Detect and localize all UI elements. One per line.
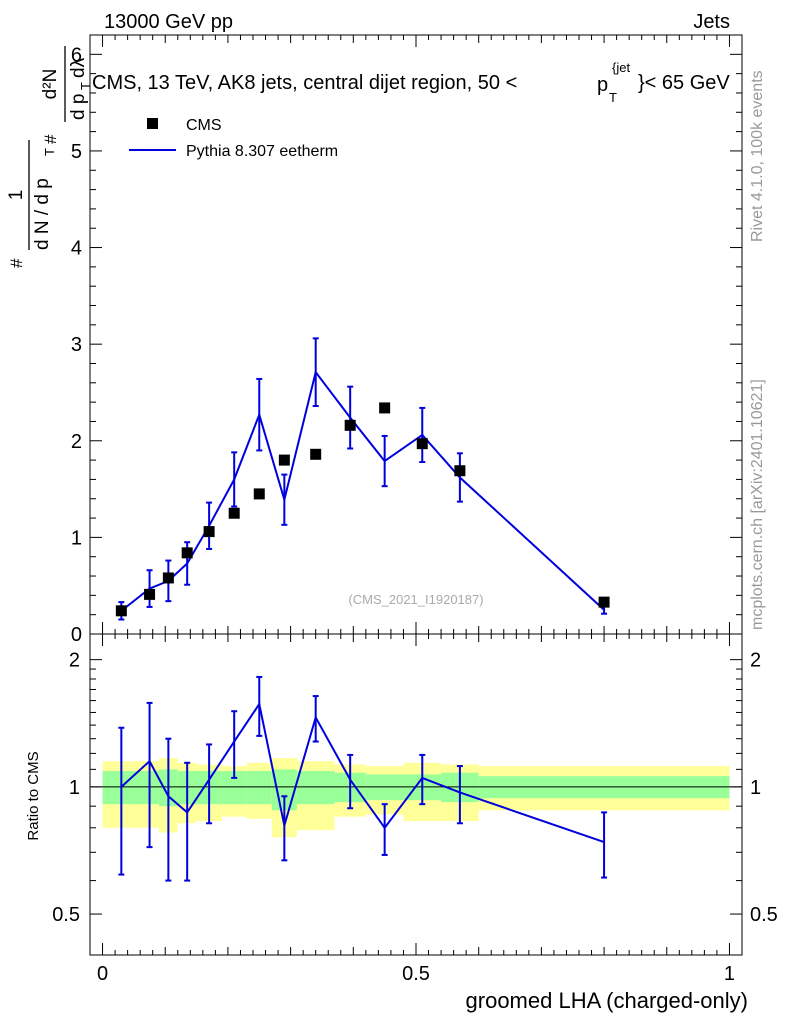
title-sup: {jet — [612, 60, 630, 75]
band-inner — [133, 771, 159, 805]
y-tick-label: 0 — [71, 624, 82, 646]
ylabel-num: 1 — [6, 190, 27, 201]
data-point — [228, 507, 240, 519]
ratio-tick-label: 1 — [69, 777, 80, 799]
x-tick-label: 0 — [97, 963, 108, 985]
data-point — [162, 572, 174, 584]
mc-line — [120, 369, 605, 612]
x-axis-label: groomed LHA (charged-only) — [466, 988, 748, 1013]
data-point — [203, 526, 215, 538]
ratio-tick-label: 2 — [69, 650, 80, 672]
header-right: Jets — [693, 11, 730, 33]
data-point — [344, 419, 356, 431]
y-tick-label: 4 — [71, 238, 82, 260]
rivet-label: Rivet 4.1.0, 100k events — [749, 70, 766, 242]
title-sub: T — [609, 90, 617, 105]
ratio-y-axis-label: Ratio to CMS — [25, 751, 42, 840]
ylabel-dbl-num: d²N — [40, 69, 61, 100]
data-point — [598, 596, 610, 608]
data-point — [181, 547, 193, 559]
y-tick-label: 3 — [71, 334, 82, 356]
ylabel-dbl-den-sub: T — [78, 82, 93, 90]
legend-cms-marker — [147, 118, 158, 129]
title-tail: }< 65 GeV — [638, 72, 730, 94]
mc-ratio-line — [120, 701, 605, 844]
y-tick-label: 2 — [71, 431, 82, 453]
x-tick-label: 1 — [724, 963, 735, 985]
data-point — [310, 448, 322, 460]
x-tick-label: 0.5 — [402, 963, 430, 985]
legend: CMS Pythia 8.307 eetherm — [129, 117, 338, 160]
data-point — [115, 605, 127, 617]
mc-ratio-series — [118, 675, 608, 882]
ratio-tick-label-right: 0.5 — [750, 904, 778, 926]
data-point — [278, 454, 290, 466]
band-inner — [246, 771, 272, 805]
title-pt: p — [597, 74, 608, 96]
y-axis-label: # 1 d N / d p T # d²N d p T dλ — [6, 46, 93, 268]
y-tick-label: 6 — [71, 44, 82, 66]
y-tick-label: 1 — [71, 527, 82, 549]
title-main: CMS, 13 TeV, AK8 jets, central dijet reg… — [92, 72, 517, 94]
ylabel-dbl-den-tail: dλ — [68, 57, 89, 78]
ylabel-den: d N / d p — [32, 178, 53, 250]
data-point — [416, 438, 428, 450]
legend-cms-label: CMS — [186, 117, 222, 134]
ylabel-hash-1: # — [7, 258, 26, 268]
data-point — [454, 465, 466, 477]
mc-main-series — [118, 337, 608, 621]
analysis-tag: (CMS_2021_I1920187) — [348, 592, 483, 607]
band-inner — [102, 771, 134, 805]
ylabel-dbl-den: d p — [68, 94, 89, 120]
ratio-tick-label-right: 1 — [750, 777, 761, 799]
ratio-tick-label-right: 2 — [750, 650, 761, 672]
legend-mc-label: Pythia 8.307 eetherm — [186, 143, 338, 160]
plot-title: CMS, 13 TeV, AK8 jets, central dijet reg… — [92, 60, 730, 105]
y-tick-label: 5 — [71, 141, 82, 163]
ylabel-den-sub: T — [42, 148, 57, 156]
header-left: 13000 GeV pp — [104, 11, 233, 33]
ylabel-hash-2: # — [41, 134, 60, 144]
data-point — [144, 588, 156, 600]
data-point — [379, 402, 391, 414]
mcplots-label: mcplots.cern.ch [arXiv:2401.10621] — [749, 379, 766, 630]
data-point — [253, 488, 265, 500]
ratio-tick-label: 0.5 — [52, 904, 80, 926]
band-inner — [296, 771, 335, 805]
data-main-series — [115, 402, 610, 617]
